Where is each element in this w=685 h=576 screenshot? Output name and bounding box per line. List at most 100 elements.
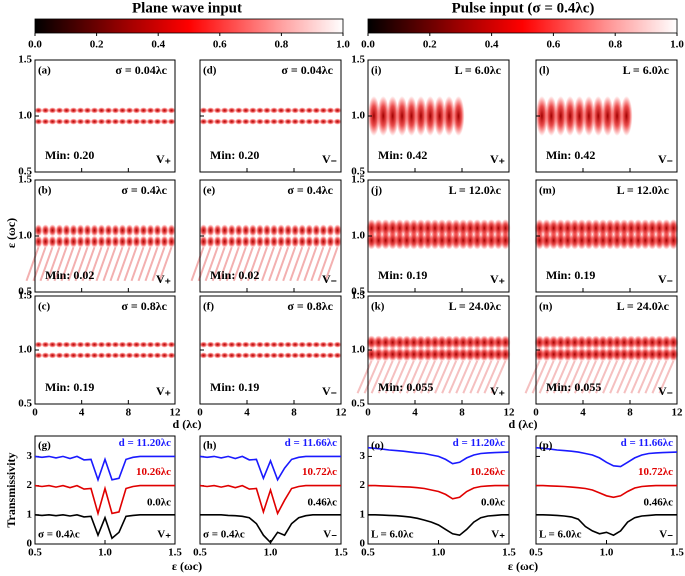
- map-pattern: [211, 246, 226, 282]
- map-pattern: [62, 235, 71, 248]
- map-pattern: [213, 224, 222, 237]
- map-pattern: [458, 347, 469, 362]
- map-pattern: [125, 352, 134, 359]
- map-pattern: [67, 246, 82, 282]
- map-pattern: [262, 107, 271, 114]
- map-pattern: [167, 224, 176, 237]
- map-pattern: [241, 341, 250, 348]
- mode-label: V₋: [659, 529, 673, 541]
- curve: [34, 513, 175, 540]
- map-pattern: [144, 246, 159, 282]
- map-pattern: [76, 118, 85, 125]
- panel-title: σ = 0.04λc: [281, 63, 333, 77]
- map-pattern: [270, 118, 279, 125]
- map-pattern: [139, 341, 148, 348]
- map-pattern: [111, 224, 120, 237]
- x-tick-label: 1.5: [502, 547, 516, 559]
- x-axis-label: d (λc): [173, 417, 202, 431]
- map-pattern: [448, 360, 465, 394]
- panel-label: (p): [539, 440, 553, 452]
- map-pattern: [408, 231, 419, 250]
- colorbar-tick-label: 0.8: [608, 39, 622, 51]
- mode-label: V₊: [156, 152, 171, 166]
- map-pattern: [277, 341, 286, 348]
- map-pattern: [206, 224, 215, 237]
- map-pattern: [545, 360, 562, 394]
- map-pattern: [167, 341, 176, 348]
- map-pattern: [139, 107, 148, 114]
- map-pattern: [277, 118, 286, 125]
- map-pattern: [472, 231, 483, 250]
- curve: [200, 514, 341, 544]
- panel-label: (f): [203, 301, 214, 313]
- map-pattern: [633, 219, 644, 238]
- y-tick-label: 0.5: [18, 398, 32, 410]
- map-pattern: [324, 246, 339, 282]
- panel-label: (o): [371, 440, 384, 452]
- map-pattern: [356, 360, 373, 394]
- map-pattern: [493, 347, 504, 362]
- map-pattern: [422, 231, 433, 250]
- map-pattern: [76, 341, 85, 348]
- map-pattern: [97, 235, 106, 248]
- map-pattern: [661, 219, 672, 238]
- map-pattern: [387, 231, 398, 250]
- map-pattern: [298, 341, 307, 348]
- map-pattern: [116, 246, 131, 282]
- map-pattern: [668, 335, 679, 350]
- map-pattern: [262, 352, 271, 359]
- map-pattern: [69, 235, 78, 248]
- map-pattern: [415, 231, 426, 250]
- series-label: 10.26λc: [136, 466, 171, 478]
- x-axis-label: d (λc): [509, 417, 538, 431]
- map-pattern: [581, 360, 597, 394]
- map-pattern: [429, 231, 440, 250]
- map-pattern: [455, 360, 472, 394]
- map-pattern: [566, 360, 583, 394]
- map-pattern: [524, 360, 541, 394]
- x-tick-label: 0: [365, 407, 371, 419]
- panel-title: σ = 0.4λc: [121, 183, 167, 197]
- x-tick-label: 12: [672, 407, 684, 419]
- map-pattern: [241, 107, 250, 114]
- map-pattern: [415, 219, 426, 238]
- map-pattern: [153, 107, 162, 114]
- map-pattern: [493, 231, 504, 250]
- map-pattern: [367, 96, 380, 136]
- map-pattern: [373, 335, 384, 350]
- map-pattern: [333, 235, 342, 248]
- map-pattern: [576, 231, 587, 250]
- panel-label: (h): [203, 440, 217, 452]
- map-pattern: [444, 219, 455, 238]
- map-pattern: [387, 335, 398, 350]
- mode-label: V₊: [490, 152, 505, 166]
- map-pattern: [90, 118, 99, 125]
- map-pattern: [213, 341, 222, 348]
- map-pattern: [298, 224, 307, 237]
- map-pattern: [576, 347, 587, 362]
- map-pattern: [60, 246, 75, 282]
- map-pattern: [588, 360, 604, 394]
- map-pattern: [90, 235, 99, 248]
- map-pattern: [69, 224, 78, 237]
- map-pattern: [118, 352, 127, 359]
- map-pattern: [204, 246, 219, 282]
- map-pattern: [270, 352, 279, 359]
- y-tick-label: 2: [360, 479, 366, 491]
- map-pattern: [55, 352, 64, 359]
- map-pattern: [462, 360, 479, 394]
- map-pattern: [227, 235, 236, 248]
- map-pattern: [248, 235, 257, 248]
- colorbar-tick-label: 0.8: [275, 39, 289, 51]
- map-pattern: [384, 360, 401, 394]
- map-pattern: [573, 96, 586, 136]
- map-pattern: [41, 341, 50, 348]
- map-pattern: [422, 335, 433, 350]
- map-pattern: [380, 347, 391, 362]
- map-pattern: [255, 224, 264, 237]
- panel-title: σ = 0.8λc: [287, 299, 333, 313]
- y-tick-label: 3: [360, 450, 366, 462]
- map-pattern: [555, 335, 566, 350]
- map-pattern: [284, 107, 293, 114]
